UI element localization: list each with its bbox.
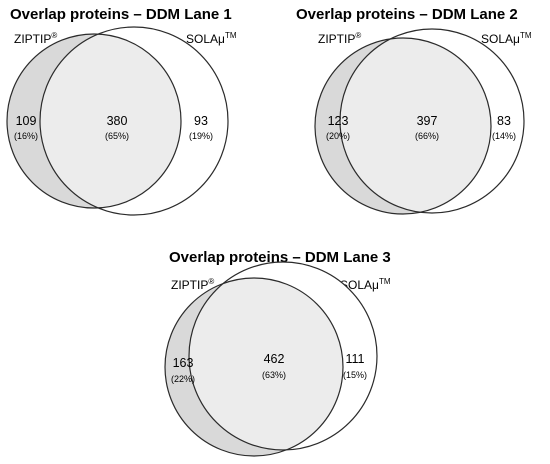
venn-lane-1: Overlap proteins – DDM Lane 1 ZIPTIP® SO… <box>6 6 237 216</box>
overlap-count: 397 <box>417 114 438 128</box>
left-only-percent: (20%) <box>326 131 350 141</box>
left-only-count: 123 <box>328 114 349 128</box>
venn-title: Overlap proteins – DDM Lane 3 <box>169 249 391 266</box>
left-set-label: ZIPTIP® <box>318 31 361 46</box>
left-only-percent: (16%) <box>14 131 38 141</box>
overlap-count: 380 <box>107 114 128 128</box>
left-set-label: ZIPTIP® <box>14 31 57 46</box>
right-set-outline <box>39 26 229 216</box>
right-set-label: SOLAμTM <box>340 277 391 292</box>
overlap-percent: (66%) <box>415 131 439 141</box>
right-only-count: 93 <box>194 114 208 128</box>
right-only-percent: (19%) <box>189 131 213 141</box>
venn-title: Overlap proteins – DDM Lane 1 <box>10 6 232 23</box>
venn-lane-3: Overlap proteins – DDM Lane 3 ZIPTIP® SO… <box>164 249 391 457</box>
right-set-outline <box>339 28 525 214</box>
left-set-outline <box>314 37 492 215</box>
overlap-region <box>340 38 491 213</box>
right-set-label: SOLAμTM <box>481 31 532 46</box>
right-only-count: 83 <box>497 114 511 128</box>
left-only-count: 109 <box>16 114 37 128</box>
venn-title: Overlap proteins – DDM Lane 2 <box>296 6 518 23</box>
left-only-count: 163 <box>173 356 194 370</box>
right-set-label: SOLAμTM <box>186 31 237 46</box>
right-only-percent: (15%) <box>343 370 367 380</box>
left-only-percent: (22%) <box>171 374 195 384</box>
right-set-outline <box>188 261 378 451</box>
overlap-count: 462 <box>264 352 285 366</box>
overlap-percent: (65%) <box>105 131 129 141</box>
overlap-percent: (63%) <box>262 370 286 380</box>
overlap-region <box>189 278 343 450</box>
left-set-label: ZIPTIP® <box>171 277 214 292</box>
right-only-count: 111 <box>345 352 364 366</box>
venn-lane-2: Overlap proteins – DDM Lane 2 ZIPTIP® SO… <box>296 6 532 215</box>
right-only-percent: (14%) <box>492 131 516 141</box>
left-set-outline <box>164 277 344 457</box>
left-set-outline <box>6 33 182 209</box>
